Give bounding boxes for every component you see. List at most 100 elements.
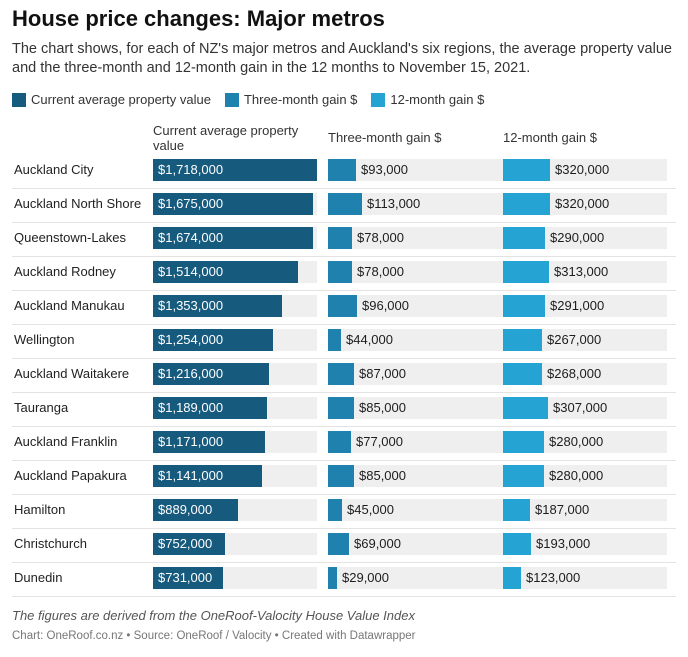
row-label: Tauranga [14,400,69,415]
twelve-month-data-label: $193,000 [536,536,591,551]
three-month-bar [328,397,354,419]
row-label: Auckland City [14,162,94,177]
twelve-month-track: $320,000 [503,159,667,181]
table-row: Auckland City $1,718,000 $93,000 $320,000 [0,155,688,189]
twelve-month-data-label: $291,000 [550,298,605,313]
twelve-month-bar [503,465,544,487]
value-data-label: $731,000 [158,570,213,585]
twelve-month-bar [503,397,548,419]
chart-rows: Auckland City $1,718,000 $93,000 $320,000 Au… [0,155,688,597]
row-divider [12,426,676,427]
twelve-month-track: $123,000 [503,567,667,589]
value-track: $752,000 [153,533,317,555]
row-divider [12,596,676,597]
value-bar [153,261,298,283]
legend-swatch-three-month [224,92,239,107]
twelve-month-bar [503,193,550,215]
value-track: $1,171,000 [153,431,317,453]
column-header-value: Current average property value [153,123,299,153]
value-bar [153,431,265,453]
value-data-label: $1,353,000 [158,298,224,313]
row-divider [12,358,676,359]
three-month-data-label: $87,000 [359,366,406,381]
row-label: Hamilton [14,502,66,517]
value-bar [153,533,225,555]
three-month-bar [328,227,352,249]
twelve-month-track: $320,000 [503,193,667,215]
value-bar [153,193,313,215]
row-divider [12,256,676,257]
twelve-month-track: $307,000 [503,397,667,419]
three-month-bar [328,431,351,453]
value-bar [153,227,313,249]
value-track: $1,353,000 [153,295,317,317]
three-month-bar [328,329,341,351]
credit: Chart: OneRoof.co.nz • Source: OneRoof /… [12,630,416,642]
three-month-bar [328,465,354,487]
legend: Current average property value Three-mon… [12,92,498,107]
three-month-bar [328,193,362,215]
value-track: $1,254,000 [153,329,317,351]
row-divider [12,460,676,461]
table-row: Auckland Papakura $1,141,000 $85,000 $280,0… [0,461,688,495]
twelve-month-data-label: $187,000 [535,502,590,517]
legend-swatch-twelve-month [371,92,386,107]
twelve-month-data-label: $123,000 [526,570,581,585]
value-bar [153,329,273,351]
three-month-data-label: $77,000 [356,434,403,449]
table-row: Queenstown-Lakes $1,674,000 $78,000 $290,00… [0,223,688,257]
value-bar [153,465,262,487]
three-month-data-label: $93,000 [361,162,408,177]
three-month-data-label: $85,000 [359,400,406,415]
row-divider [12,528,676,529]
value-track: $1,674,000 [153,227,317,249]
twelve-month-data-label: $320,000 [555,162,610,177]
table-row: Dunedin $731,000 $29,000 $123,000 [0,563,688,597]
three-month-bar [328,295,357,317]
value-track: $1,514,000 [153,261,317,283]
legend-item-twelve-month: 12-month gain $ [371,92,484,107]
value-track: $1,189,000 [153,397,317,419]
legend-item-value: Current average property value [12,92,211,107]
table-row: Christchurch $752,000 $69,000 $193,000 [0,529,688,563]
chart-title: House price changes: Major metros [12,6,385,31]
twelve-month-bar [503,533,531,555]
three-month-bar [328,363,354,385]
legend-item-three-month: Three-month gain $ [224,92,358,107]
twelve-month-track: $291,000 [503,295,667,317]
legend-label-three-month: Three-month gain $ [243,92,358,107]
row-divider [12,222,676,223]
value-bar [153,567,223,589]
twelve-month-bar [503,499,530,521]
twelve-month-bar [503,261,549,283]
value-data-label: $1,675,000 [158,196,224,211]
twelve-month-data-label: $290,000 [550,230,605,245]
value-data-label: $1,189,000 [158,400,224,415]
row-divider [12,562,676,563]
table-row: Auckland Waitakere $1,216,000 $87,000 $268,… [0,359,688,393]
value-bar [153,397,267,419]
three-month-data-label: $44,000 [346,332,393,347]
row-label: Auckland Manukau [14,298,125,313]
footnote: The figures are derived from the OneRoof… [12,608,415,623]
row-label: Queenstown-Lakes [14,230,127,245]
chart-subtitle: The chart shows, for each of NZ's major … [12,41,672,76]
row-label: Auckland Waitakere [14,366,130,381]
row-divider [12,494,676,495]
twelve-month-track: $290,000 [503,227,667,249]
value-bar [153,159,317,181]
column-header-twelve-month: 12-month gain $ [503,130,597,145]
twelve-month-bar [503,329,542,351]
twelve-month-track: $187,000 [503,499,667,521]
table-row: Auckland Rodney $1,514,000 $78,000 $313,000 [0,257,688,291]
twelve-month-track: $313,000 [503,261,667,283]
twelve-month-track: $267,000 [503,329,667,351]
three-month-data-label: $69,000 [354,536,401,551]
row-divider [12,188,676,189]
three-month-data-label: $113,000 [367,196,421,211]
twelve-month-data-label: $320,000 [555,196,610,211]
twelve-month-track: $268,000 [503,363,667,385]
row-label: Auckland Franklin [14,434,118,449]
value-bar [153,499,238,521]
twelve-month-data-label: $267,000 [547,332,602,347]
